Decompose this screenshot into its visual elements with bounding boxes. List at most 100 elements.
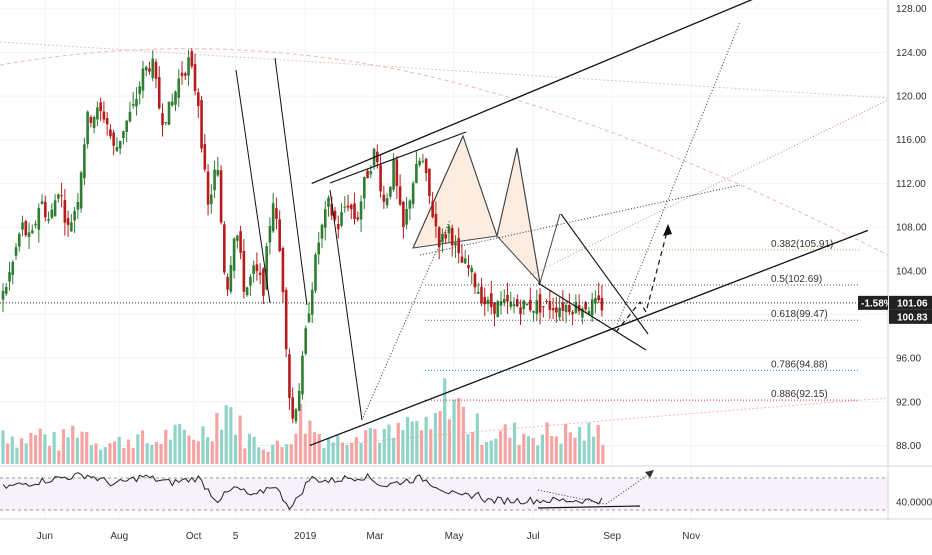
volume-bar bbox=[308, 420, 312, 464]
volume-bar bbox=[99, 449, 103, 464]
candle-body bbox=[60, 195, 63, 197]
volume-bar bbox=[285, 444, 289, 464]
rsi-pane bbox=[0, 465, 932, 511]
channel-upper-line bbox=[311, 0, 753, 185]
candle-body bbox=[294, 409, 298, 422]
candle-body bbox=[297, 390, 301, 411]
candle-body bbox=[216, 169, 220, 176]
candle-body bbox=[532, 310, 535, 313]
candle-body bbox=[183, 73, 187, 76]
price-axis-tick: 128.00 bbox=[896, 4, 927, 15]
volume-bar bbox=[113, 441, 117, 464]
candle-body bbox=[157, 77, 161, 109]
candle-body bbox=[96, 107, 99, 120]
candle-body bbox=[40, 201, 44, 204]
fib-level-label: 0.5(102.69) bbox=[771, 274, 822, 285]
candle-body bbox=[291, 397, 294, 419]
trend-lines[interactable] bbox=[0, 0, 889, 447]
candle-body bbox=[92, 116, 96, 128]
volume-bar bbox=[364, 430, 368, 464]
volume-bar bbox=[415, 421, 419, 464]
drop-line-2 bbox=[235, 69, 271, 304]
candle-body bbox=[288, 354, 291, 399]
volume-bar bbox=[210, 441, 214, 464]
candle-body bbox=[385, 198, 389, 206]
volume-bar bbox=[457, 397, 461, 464]
current-price-text: 101.06 bbox=[897, 298, 928, 309]
candle-body bbox=[268, 226, 272, 243]
candle-body bbox=[138, 86, 142, 95]
candle-body bbox=[310, 289, 314, 315]
candle-body bbox=[366, 170, 369, 179]
price-axis-tick: 112.00 bbox=[896, 179, 926, 190]
volume-bar bbox=[57, 450, 61, 464]
candle-body bbox=[53, 200, 57, 217]
volume-bar bbox=[150, 444, 154, 464]
volume-bar bbox=[192, 439, 196, 464]
time-axis-label: 2019 bbox=[294, 531, 317, 542]
candle-body bbox=[226, 277, 229, 290]
volume-bar bbox=[178, 423, 182, 464]
volume-bar bbox=[596, 425, 600, 464]
candle-body bbox=[551, 308, 555, 311]
fibonacci-levels[interactable]: 0.382(105.91) 0.5(102.69) 0.618(99.47) 0.78… bbox=[425, 239, 860, 401]
candle-body bbox=[47, 218, 50, 221]
rsi-divergence-line bbox=[537, 489, 606, 505]
volume-bar bbox=[392, 437, 396, 464]
candle-body bbox=[402, 201, 405, 228]
candle-body bbox=[418, 160, 421, 166]
volume-bar bbox=[471, 432, 475, 464]
candle-body bbox=[434, 214, 438, 227]
volume-bar bbox=[326, 437, 331, 464]
harmonic-pattern[interactable] bbox=[412, 134, 561, 285]
time-axis-label: Mar bbox=[366, 531, 384, 542]
candle-body bbox=[301, 355, 304, 395]
candle-body bbox=[509, 301, 513, 307]
volume-bar bbox=[368, 427, 372, 464]
volume-bar bbox=[322, 447, 326, 464]
price-change-text: -1.58% bbox=[861, 298, 893, 309]
candle-body bbox=[323, 209, 327, 228]
volume-bar bbox=[247, 433, 252, 464]
candle-body bbox=[203, 144, 207, 170]
candle-body bbox=[363, 176, 366, 199]
volume-bar bbox=[33, 435, 38, 464]
candle-body bbox=[24, 221, 28, 236]
volume-bar bbox=[582, 440, 586, 464]
candle-body bbox=[558, 307, 561, 318]
volume-bar bbox=[122, 447, 126, 464]
candle-body bbox=[122, 131, 125, 138]
volume-bar bbox=[494, 438, 498, 464]
candle-body bbox=[27, 232, 31, 237]
volume-bar bbox=[275, 440, 279, 464]
candle-body bbox=[21, 222, 24, 230]
volume-bar bbox=[564, 423, 568, 464]
candle-body bbox=[376, 151, 379, 163]
candle-body bbox=[463, 258, 467, 264]
volume-bar bbox=[396, 422, 400, 464]
candle-body bbox=[177, 78, 181, 98]
volume-bar bbox=[94, 443, 98, 464]
candle-body bbox=[587, 311, 591, 315]
candle-body bbox=[79, 172, 83, 209]
candle-body bbox=[242, 250, 246, 292]
candle-body bbox=[14, 247, 18, 256]
candle-body bbox=[118, 140, 122, 149]
candle-body bbox=[428, 168, 431, 197]
candle-body bbox=[281, 247, 285, 293]
time-axis-label: Aug bbox=[110, 531, 128, 542]
price-axis-tick: 88.00 bbox=[896, 441, 921, 452]
fib-level-label: 0.382(105.91) bbox=[771, 239, 833, 250]
volume-bar bbox=[438, 411, 442, 464]
volume-bar bbox=[452, 399, 456, 464]
candle-body bbox=[125, 120, 128, 132]
volume-bar bbox=[443, 378, 447, 464]
volume-bar bbox=[312, 432, 317, 464]
candle-body bbox=[154, 61, 158, 79]
volume-bar bbox=[182, 429, 186, 464]
candle-body bbox=[275, 208, 278, 219]
volume-bar bbox=[266, 451, 270, 464]
price-change-tag bbox=[858, 295, 888, 310]
candle-body bbox=[515, 299, 519, 307]
